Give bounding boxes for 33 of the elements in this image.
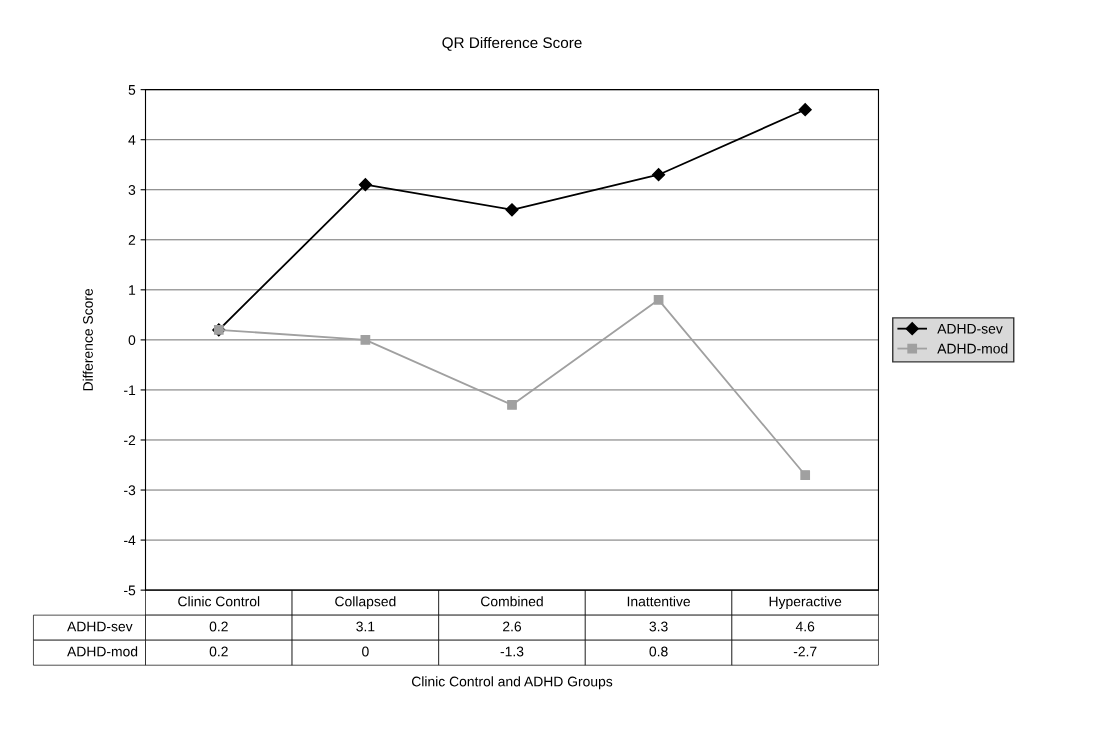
x-tick-label: Hyperactive: [769, 596, 842, 610]
y-axis-title: Difference Score: [82, 288, 93, 391]
text: ADHD-sev: [67, 621, 133, 632]
data-label: 0: [362, 646, 369, 657]
y-tick-label: -5: [124, 585, 136, 596]
data-label: 0.8: [649, 646, 668, 657]
y-tick-label: 5: [128, 85, 136, 95]
y-tick-label: -3: [124, 485, 136, 496]
data-label: 0.2: [209, 621, 228, 632]
data-label: 4.6: [795, 621, 815, 632]
legend-label: ADHD-mod: [937, 343, 1008, 354]
x-axis-title: Clinic Control and ADHD Groups: [411, 676, 613, 690]
y-tick-label: 1: [129, 285, 136, 295]
data-label: -2.7: [793, 646, 817, 657]
x-tick-label: Combined: [481, 596, 543, 607]
y-tick-label: 2: [128, 235, 136, 245]
text: ADHD-mod: [67, 646, 138, 657]
y-tick-label: 3: [128, 185, 136, 195]
data-label: 0.2: [209, 646, 228, 657]
chart-title: QR Difference Score: [442, 36, 582, 51]
x-tick-label: Collapsed: [335, 596, 396, 610]
y-tick-label: 4: [128, 135, 136, 145]
data-label: 3.3: [649, 621, 668, 632]
x-tick-label: Clinic Control: [178, 596, 260, 607]
data-label: -1.3: [500, 646, 524, 657]
y-tick-label: 0: [128, 335, 136, 346]
y-tick-label: -1: [124, 385, 136, 395]
legend-label: ADHD-sev: [937, 323, 1003, 334]
data-label: 3.1: [356, 621, 375, 632]
y-tick-label: -4: [124, 535, 136, 546]
data-label: 2.6: [503, 621, 522, 632]
y-tick-label: -2: [124, 435, 136, 446]
x-tick-label: Inattentive: [627, 596, 691, 607]
